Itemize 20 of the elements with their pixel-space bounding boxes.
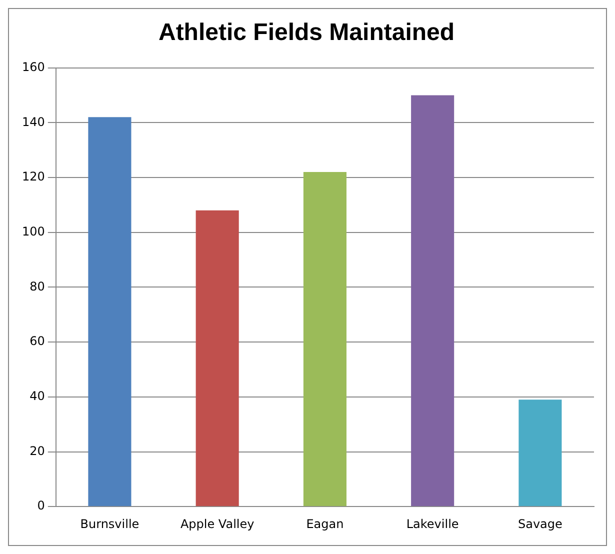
y-tick-label: 60: [30, 334, 45, 348]
bar: [411, 95, 454, 506]
x-tick-label: Apple Valley: [180, 516, 254, 531]
chart-title: Athletic Fields Maintained: [158, 19, 455, 46]
bar: [88, 117, 132, 506]
y-tick-label: 100: [22, 224, 45, 238]
y-tick-label: 160: [22, 60, 45, 74]
bar: [303, 172, 346, 506]
y-tick-label: 20: [30, 444, 45, 458]
y-tick-label: 80: [30, 279, 45, 294]
y-tick-label: 0: [37, 498, 45, 513]
y-tick-label: 40: [30, 389, 45, 404]
x-tick-label: Savage: [518, 516, 562, 531]
x-tick-label: Eagan: [306, 516, 344, 531]
bar: [196, 210, 239, 506]
y-tick-label: 120: [22, 170, 45, 184]
x-tick-label: Lakeville: [406, 516, 459, 531]
x-tick-label: Burnsville: [80, 516, 140, 531]
bar: [518, 400, 562, 506]
y-tick-label: 140: [22, 114, 45, 129]
